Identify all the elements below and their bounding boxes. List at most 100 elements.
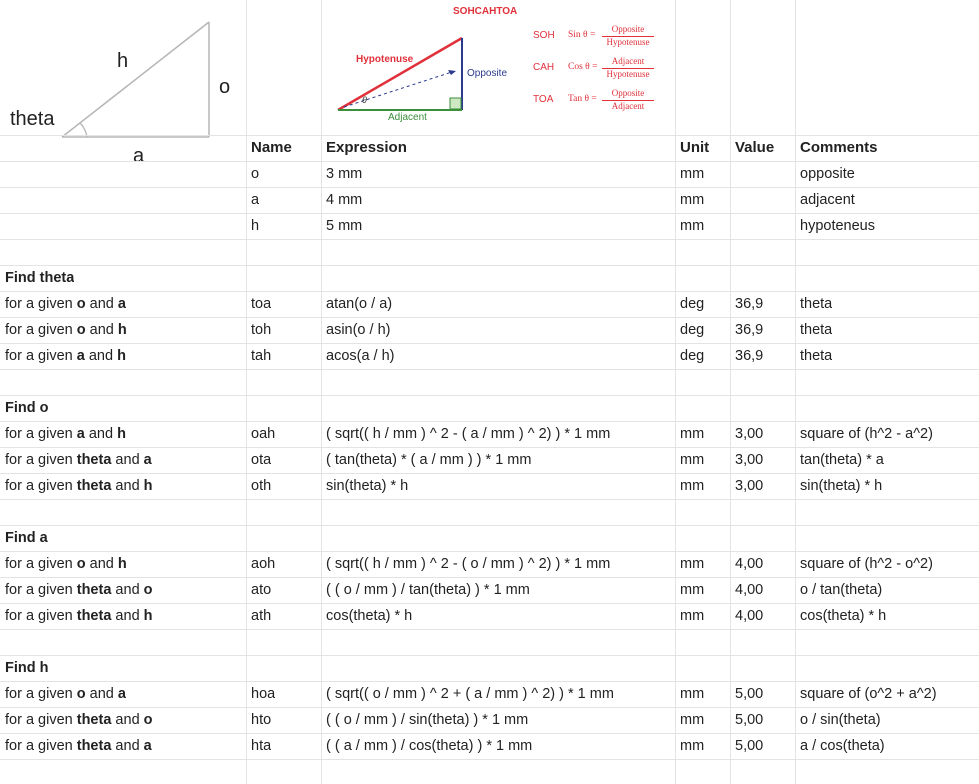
input-name-cell[interactable]: h <box>251 218 260 234</box>
header-comments[interactable]: Comments <box>800 139 878 156</box>
row-description[interactable]: for a given o and h <box>5 317 127 343</box>
name-cell[interactable]: ath <box>251 608 272 624</box>
value-cell[interactable]: 3,00 <box>735 426 764 442</box>
value-cell[interactable]: 5,00 <box>735 686 764 702</box>
row-description[interactable]: for a given a and h <box>5 421 126 447</box>
expression-cell[interactable]: sin(theta) * h <box>326 478 409 494</box>
input-comment-cell[interactable]: adjacent <box>800 192 855 208</box>
name-cell[interactable]: ota <box>251 452 272 468</box>
name-cell[interactable]: toh <box>251 322 272 338</box>
row-description[interactable]: for a given theta and o <box>5 707 153 733</box>
section-title[interactable]: Find theta <box>5 270 75 286</box>
input-unit-cell[interactable]: mm <box>680 218 705 234</box>
row-divider <box>0 421 979 422</box>
comment-cell[interactable]: o / tan(theta) <box>800 582 883 598</box>
comment-cell[interactable]: sin(theta) * h <box>800 478 883 494</box>
row-description[interactable]: for a given a and h <box>5 343 126 369</box>
value-cell[interactable]: 36,9 <box>735 322 764 338</box>
comment-cell[interactable]: o / sin(theta) <box>800 712 881 728</box>
comment-cell[interactable]: square of (h^2 - a^2) <box>800 426 933 442</box>
value-cell[interactable]: 36,9 <box>735 296 764 312</box>
row-description[interactable]: for a given theta and o <box>5 577 153 603</box>
unit-cell[interactable]: mm <box>680 556 705 572</box>
expression-cell[interactable]: ( ( a / mm ) / cos(theta) ) * 1 mm <box>326 738 533 754</box>
input-unit-cell[interactable]: mm <box>680 166 705 182</box>
unit-cell[interactable]: mm <box>680 582 705 598</box>
unit-cell[interactable]: mm <box>680 478 705 494</box>
unit-cell[interactable]: deg <box>680 348 705 364</box>
value-cell[interactable]: 3,00 <box>735 452 764 468</box>
header-expression[interactable]: Expression <box>326 139 407 156</box>
expression-cell[interactable]: asin(o / h) <box>326 322 391 338</box>
description-b1: theta <box>76 452 112 468</box>
input-name-cell[interactable]: o <box>251 166 260 182</box>
label-h: h <box>117 50 129 72</box>
value-cell[interactable]: 5,00 <box>735 712 764 728</box>
expression-cell[interactable]: ( ( o / mm ) / tan(theta) ) * 1 mm <box>326 582 530 598</box>
input-expression-cell[interactable]: 3 mm <box>326 166 363 182</box>
unit-cell[interactable]: mm <box>680 426 705 442</box>
expression-cell[interactable]: ( ( o / mm ) / sin(theta) ) * 1 mm <box>326 712 529 728</box>
unit-cell[interactable]: mm <box>680 452 705 468</box>
row-description[interactable]: for a given o and h <box>5 551 127 577</box>
expression-cell[interactable]: ( sqrt(( h / mm ) ^ 2 - ( o / mm ) ^ 2) … <box>326 556 611 572</box>
comment-cell[interactable]: theta <box>800 348 833 364</box>
name-cell[interactable]: hto <box>251 712 272 728</box>
input-expression-cell[interactable]: 4 mm <box>326 192 363 208</box>
name-cell[interactable]: toa <box>251 296 272 312</box>
section-title[interactable]: Find o <box>5 400 49 416</box>
name-cell[interactable]: ato <box>251 582 272 598</box>
comment-cell[interactable]: tan(theta) * a <box>800 452 884 468</box>
expression-cell[interactable]: ( sqrt(( o / mm ) ^ 2 + ( a / mm ) ^ 2) … <box>326 686 614 702</box>
unit-cell[interactable]: mm <box>680 608 705 624</box>
soh-dashed-arrow <box>343 71 453 108</box>
value-cell[interactable]: 4,00 <box>735 556 764 572</box>
soh-fn-label: Cos θ = <box>568 62 598 72</box>
row-description[interactable]: for a given theta and h <box>5 473 153 499</box>
name-cell[interactable]: tah <box>251 348 272 364</box>
comment-cell[interactable]: theta <box>800 322 833 338</box>
row-description[interactable]: for a given o and a <box>5 291 126 317</box>
header-value[interactable]: Value <box>735 139 775 156</box>
comment-cell[interactable]: cos(theta) * h <box>800 608 887 624</box>
value-cell[interactable]: 3,00 <box>735 478 764 494</box>
comment-cell[interactable]: theta <box>800 296 833 312</box>
comment-cell[interactable]: square of (h^2 - o^2) <box>800 556 933 572</box>
name-cell[interactable]: hoa <box>251 686 276 702</box>
unit-cell[interactable]: mm <box>680 738 705 754</box>
comment-cell[interactable]: a / cos(theta) <box>800 738 885 754</box>
row-description[interactable]: for a given theta and h <box>5 603 153 629</box>
value-cell[interactable]: 5,00 <box>735 738 764 754</box>
sohcahtoa-title: SOHCAHTOA <box>453 6 518 17</box>
unit-cell[interactable]: deg <box>680 296 705 312</box>
input-comment-cell[interactable]: opposite <box>800 166 855 182</box>
section-title[interactable]: Find a <box>5 530 48 546</box>
name-cell[interactable]: aoh <box>251 556 276 572</box>
comment-cell[interactable]: square of (o^2 + a^2) <box>800 686 937 702</box>
name-cell[interactable]: hta <box>251 738 272 754</box>
row-description[interactable]: for a given o and a <box>5 681 126 707</box>
name-cell[interactable]: oah <box>251 426 276 442</box>
row-description[interactable]: for a given theta and a <box>5 733 152 759</box>
description-pre: for a given <box>5 452 77 468</box>
header-name[interactable]: Name <box>251 139 292 156</box>
unit-cell[interactable]: mm <box>680 686 705 702</box>
expression-cell[interactable]: cos(theta) * h <box>326 608 413 624</box>
name-cell[interactable]: oth <box>251 478 272 494</box>
expression-cell[interactable]: acos(a / h) <box>326 348 395 364</box>
input-unit-cell[interactable]: mm <box>680 192 705 208</box>
row-description[interactable]: for a given theta and a <box>5 447 152 473</box>
expression-cell[interactable]: atan(o / a) <box>326 296 393 312</box>
input-name-cell[interactable]: a <box>251 192 260 208</box>
section-title[interactable]: Find h <box>5 660 49 676</box>
input-comment-cell[interactable]: hypoteneus <box>800 218 875 234</box>
expression-cell[interactable]: ( tan(theta) * ( a / mm ) ) * 1 mm <box>326 452 532 468</box>
value-cell[interactable]: 4,00 <box>735 582 764 598</box>
unit-cell[interactable]: mm <box>680 712 705 728</box>
value-cell[interactable]: 4,00 <box>735 608 764 624</box>
expression-cell[interactable]: ( sqrt(( h / mm ) ^ 2 - ( a / mm ) ^ 2) … <box>326 426 611 442</box>
value-cell[interactable]: 36,9 <box>735 348 764 364</box>
unit-cell[interactable]: deg <box>680 322 705 338</box>
header-unit[interactable]: Unit <box>680 139 710 156</box>
input-expression-cell[interactable]: 5 mm <box>326 218 363 234</box>
